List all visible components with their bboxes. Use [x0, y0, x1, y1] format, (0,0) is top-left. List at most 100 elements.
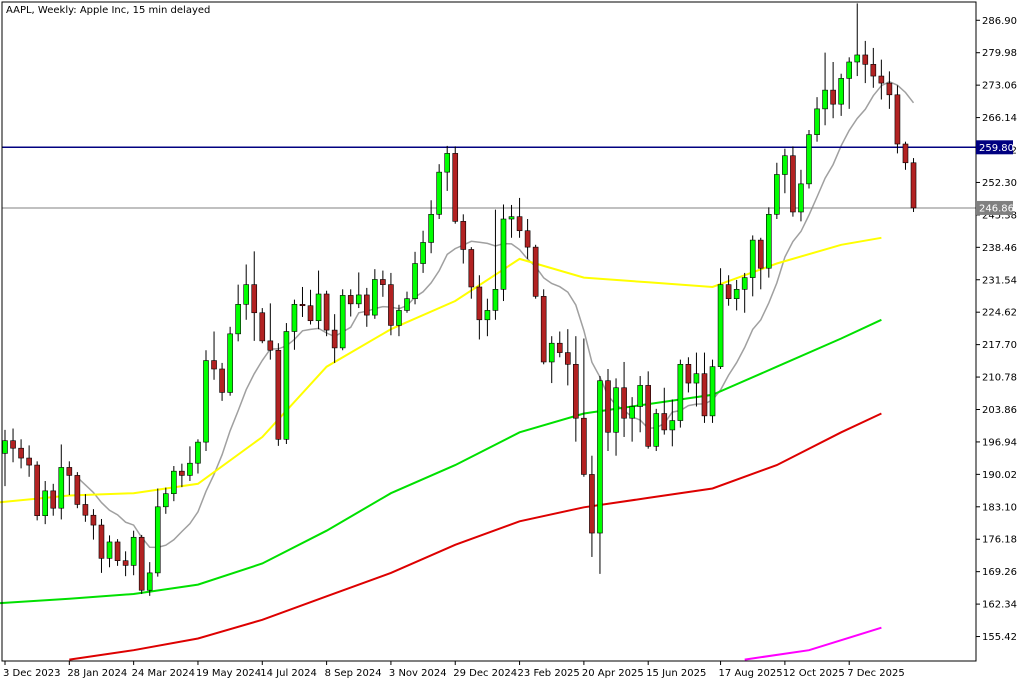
candle-bullish — [629, 406, 635, 419]
candle-bearish — [74, 475, 81, 505]
price-tick-label: 190.02 — [982, 470, 1017, 481]
resistance-price-label: 259.80 — [979, 143, 1014, 154]
price-tick-label: 252.30 — [982, 178, 1017, 189]
candle-bullish — [315, 293, 322, 322]
candle-bullish — [106, 541, 113, 559]
candle-bullish — [765, 214, 772, 269]
candle-bearish — [581, 417, 587, 475]
candle-bearish — [830, 89, 836, 105]
candle-bullish — [838, 78, 844, 105]
price-tick-label: 231.54 — [982, 275, 1017, 286]
candle-bullish — [822, 89, 828, 110]
candle-bearish — [179, 470, 185, 476]
candle-bullish — [500, 218, 507, 290]
candle-bearish — [621, 387, 627, 419]
candle-bearish — [476, 286, 483, 321]
price-tick-label: 279.98 — [982, 48, 1017, 59]
candle-bearish — [605, 380, 611, 433]
candle-bullish — [187, 462, 193, 476]
price-tick-label: 273.06 — [982, 81, 1017, 92]
candle-bearish — [275, 349, 282, 440]
time-tick-label: 17 Aug 2025 — [719, 668, 783, 679]
price-tick-label: 245.38 — [982, 210, 1017, 221]
candle-bearish — [388, 284, 394, 326]
candle-bearish — [790, 155, 796, 213]
candle-bearish — [267, 340, 274, 351]
time-axis: 3 Dec 2023 28 Jan 2024 24 Mar 2024 19 May 2… — [3, 661, 905, 679]
time-tick-label: 23 Feb 2025 — [518, 668, 580, 679]
candle-bearish — [452, 153, 459, 222]
chart-title: AAPL, Weekly: Apple Inc, 15 min delayed — [6, 5, 210, 16]
candle-bearish — [26, 457, 32, 466]
price-tick-label: 196.94 — [982, 437, 1017, 448]
candle-bullish — [420, 242, 426, 264]
candle-bullish — [154, 506, 161, 574]
candle-bearish — [862, 54, 869, 65]
candle-bullish — [492, 289, 499, 311]
candle-bearish — [211, 360, 217, 370]
candle-bearish — [573, 364, 579, 419]
time-tick-label: 28 Jan 2024 — [67, 668, 127, 679]
candle-bullish — [283, 331, 290, 440]
candle-bullish — [782, 155, 788, 175]
candles — [2, 3, 917, 596]
price-tick-label: 238.46 — [982, 243, 1017, 254]
ma-red-line — [69, 412, 882, 661]
candle-bearish — [323, 293, 330, 331]
candle-bearish — [589, 474, 595, 534]
candle-bullish — [854, 54, 861, 63]
candle-bearish — [902, 143, 909, 164]
candle-bearish — [251, 284, 258, 314]
candle-bullish — [709, 366, 716, 417]
price-tick-label: 183.10 — [982, 502, 1017, 513]
candle-bullish — [291, 304, 298, 332]
time-tick-label: 29 Dec 2024 — [453, 668, 517, 679]
candle-bullish — [428, 214, 434, 243]
candle-bullish — [669, 420, 676, 431]
candle-bullish — [548, 342, 555, 363]
time-tick-label: 24 Mar 2024 — [132, 668, 195, 679]
candle-bearish — [725, 284, 732, 299]
ma-green-line — [0, 318, 882, 605]
candle-bearish — [219, 368, 225, 393]
candle-bullish — [741, 277, 748, 290]
candle-bullish — [774, 174, 780, 215]
candle-bearish — [90, 514, 97, 526]
candle-bullish — [653, 413, 660, 447]
candle-bullish — [355, 294, 362, 305]
candle-bullish — [130, 536, 137, 566]
candle-bullish — [203, 360, 209, 443]
time-tick-label: 14 Jul 2024 — [260, 668, 317, 679]
candle-bearish — [82, 504, 89, 516]
candle-bullish — [597, 380, 603, 534]
candle-bearish — [910, 162, 917, 209]
candle-bullish — [814, 108, 820, 135]
price-tick-label: 162.34 — [982, 600, 1017, 611]
price-tick-label: 210.78 — [982, 373, 1017, 384]
price-tick-label: 224.62 — [982, 308, 1017, 319]
candle-bearish — [331, 329, 338, 349]
candle-bullish — [444, 153, 451, 173]
candle-bullish — [733, 289, 740, 299]
price-tick-label: 169.26 — [982, 567, 1017, 578]
candle-bearish — [894, 94, 901, 145]
candle-bearish — [18, 447, 24, 459]
price-tick-label: 217.70 — [982, 340, 1017, 351]
price-tick-label: 155.42 — [982, 632, 1017, 643]
candle-bearish — [66, 467, 73, 476]
candle-bullish — [798, 183, 804, 213]
candle-bullish — [677, 364, 684, 421]
ma-magenta-line — [744, 626, 882, 661]
candle-bearish — [114, 541, 121, 561]
time-tick-label: 15 Jun 2025 — [646, 668, 706, 679]
candle-bullish — [243, 284, 249, 305]
candle-bearish — [878, 75, 885, 84]
time-tick-label: 7 Dec 2025 — [847, 668, 905, 679]
candle-bullish — [436, 171, 442, 215]
resistance-price-tag — [976, 140, 1013, 155]
price-tick-label: 266.14 — [982, 113, 1017, 124]
candle-bearish — [347, 295, 354, 305]
candle-bullish — [613, 387, 619, 433]
candle-bearish — [299, 304, 306, 307]
candle-bullish — [146, 572, 153, 591]
